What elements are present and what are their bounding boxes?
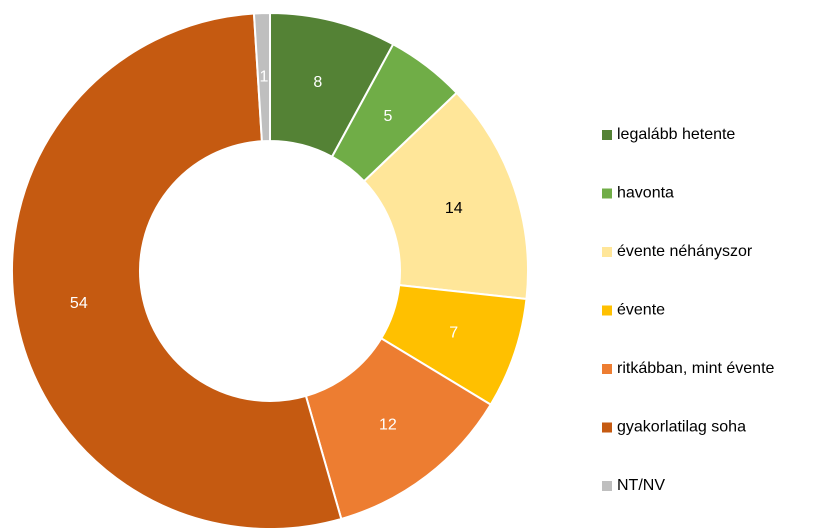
legend-label: NT/NV xyxy=(617,477,665,494)
legend-label: havonta xyxy=(617,185,674,202)
donut-segment xyxy=(11,12,343,528)
data-label: 12 xyxy=(379,416,397,433)
legend-label: legalább hetente xyxy=(617,126,735,143)
legend-swatch xyxy=(602,481,612,491)
legend-swatch xyxy=(602,422,612,433)
data-label: 7 xyxy=(449,324,458,341)
legend-label: évente néhányszor xyxy=(617,243,753,260)
donut-segment xyxy=(362,91,529,301)
data-label: 14 xyxy=(445,200,463,217)
legend-label: évente xyxy=(617,302,665,319)
legend-swatch xyxy=(602,130,612,140)
legend-swatch xyxy=(602,247,612,257)
data-label: 1 xyxy=(260,68,269,85)
donut-segment xyxy=(252,11,271,143)
legend-swatch xyxy=(602,305,612,316)
data-label: 8 xyxy=(313,74,322,91)
data-label: 54 xyxy=(70,295,88,312)
legend-swatch xyxy=(602,364,612,374)
legend-swatch xyxy=(602,188,612,199)
legend-label: gyakorlatilag soha xyxy=(617,419,746,436)
data-label: 5 xyxy=(383,108,392,125)
legend-label: ritkábban, mint évente xyxy=(617,360,775,377)
